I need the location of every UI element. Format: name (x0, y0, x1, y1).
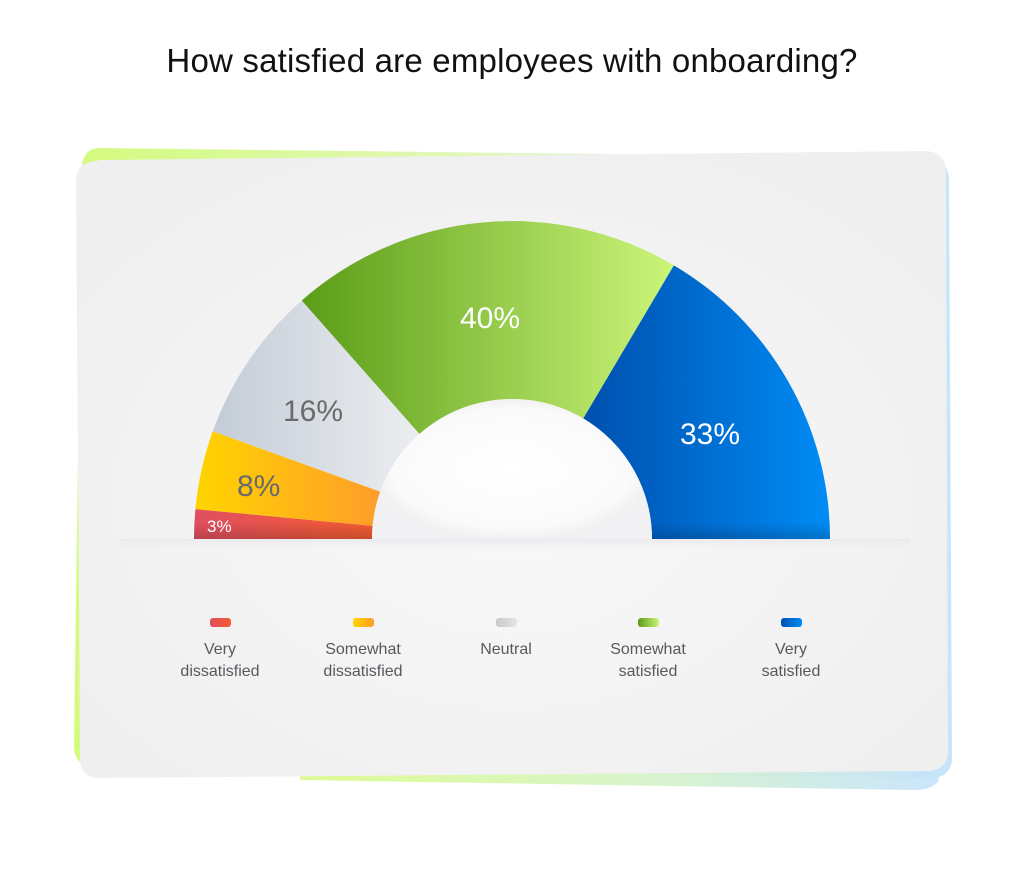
legend-swatch-yellow (352, 618, 374, 627)
legend-label: Very satisfied (761, 641, 821, 680)
segment-somewhat-dissatisfied[interactable] (195, 431, 381, 526)
chart-legend: Very dissatisfied Somewhat dissatisfied … (150, 618, 860, 698)
legend-swatch-green (637, 618, 659, 627)
legend-item-neutral[interactable]: Neutral (436, 618, 576, 661)
legend-item-somewhat-satisfied[interactable]: Somewhat satisfied (578, 618, 718, 683)
segment-somewhat-satisfied[interactable] (301, 221, 674, 434)
segment-neutral[interactable] (212, 300, 420, 492)
legend-label: Neutral (480, 641, 532, 658)
legend-label: Very dissatisfied (180, 641, 260, 680)
legend-label: Somewhat dissatisfied (323, 641, 403, 680)
legend-item-very-satisfied[interactable]: Very satisfied (721, 618, 861, 683)
label-very-dissatisfied: 3% (207, 517, 232, 536)
label-very-satisfied: 33% (680, 418, 740, 451)
legend-swatch-gray (495, 618, 517, 627)
gauge-hole (372, 399, 652, 539)
legend-item-somewhat-dissatisfied[interactable]: Somewhat dissatisfied (293, 618, 433, 683)
segment-very-satisfied[interactable] (583, 265, 830, 539)
chart-title: How satisfied are employees with onboard… (166, 42, 858, 79)
legend-swatch-blue (780, 618, 802, 627)
label-somewhat-satisfied: 40% (460, 302, 520, 335)
label-somewhat-dissatisfied: 8% (237, 470, 280, 503)
legend-item-very-dissatisfied[interactable]: Very dissatisfied (150, 618, 290, 683)
legend-swatch-red (209, 618, 231, 627)
gauge-baseline (120, 539, 910, 553)
gauge-chart (120, 221, 910, 553)
legend-label: Somewhat satisfied (610, 641, 686, 680)
label-neutral: 16% (283, 395, 343, 428)
